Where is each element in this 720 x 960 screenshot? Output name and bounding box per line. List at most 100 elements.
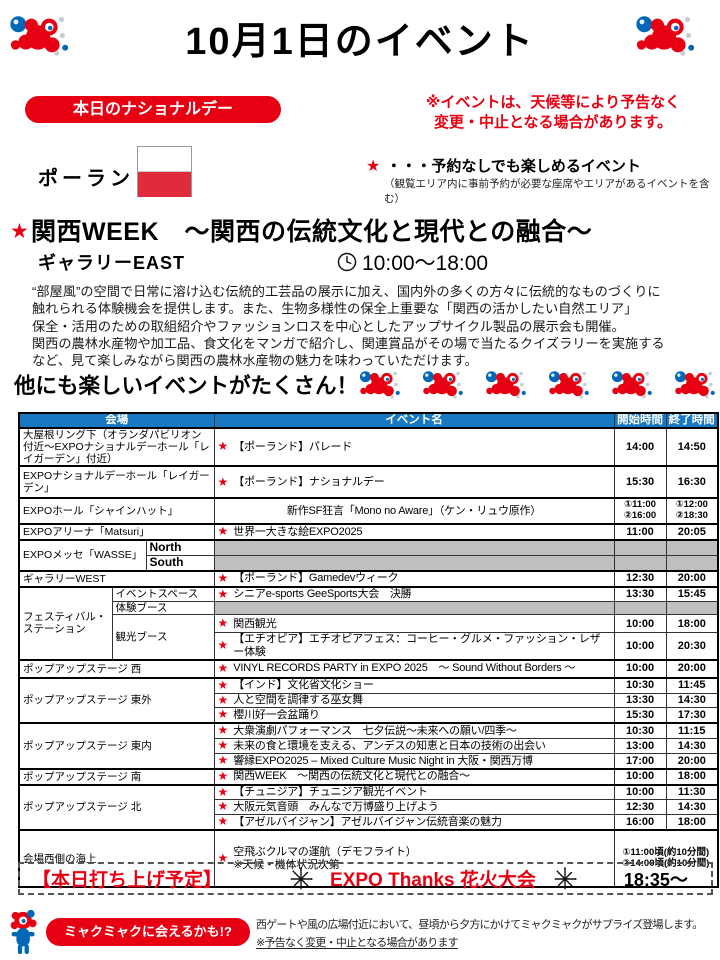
star-icon: ★ [217,784,229,799]
table-row: ★ 櫻川好一会盆踊り 15:30 17:30 [19,707,719,724]
end-time-cell: 16:30 [665,465,719,499]
myaku-mascot-icon [634,13,694,58]
myaku-mascot-icon [352,369,406,400]
event-cell: ★ 【ポーランド】パレード [213,427,615,467]
table-row: フェスティバル・ステーション イベントスペース ★ シニアe-sports Gee… [18,585,719,661]
myaku-mascot-icon [667,369,720,400]
start-time-cell: 10:00 [613,614,667,634]
end-time-cell: ①12:00 ②18:30 [665,497,719,525]
poland-flag [137,146,192,197]
empty-cell [665,601,719,616]
table-row: ポップアップステージ 東内 ★ 大衆演劇パフォーマンス 七夕伝説～未来への願い/四… [18,722,719,770]
start-time-cell: 13:00 [613,737,667,754]
star-icon: ★ [217,768,229,783]
start-time-cell: 16:00 [613,814,667,831]
star-icon: ★ [217,660,229,675]
fireworks-banner: 【本日打ち上げ予定】 EXPO Thanks 花火大会 18:35～ [18,862,713,895]
table-row: 体験ブース [19,601,719,616]
start-time-cell: 12:30 [613,799,667,816]
mascot-info-text: 西ゲートや風の広場付近において、昼頃から夕方にかけてミャクミャクがサプライズ登場… [256,916,718,952]
empty-cell [213,601,615,616]
empty-cell [213,539,615,557]
myaku-mascot-figure [6,908,46,956]
end-time-cell: 20:00 [665,752,719,770]
venue-cell: EXPOホール「シャインハット」 [18,497,215,525]
end-time-cell: 14:30 [665,799,719,816]
event-cell: ★ 世界一大きな絵EXPO2025 [213,523,615,541]
venue-sub-cell: South [145,554,215,572]
table-header-row: 会場 イベント名 開始時間 終了時間 [18,412,719,429]
venue-cell: 会場西側の海上 [18,829,215,888]
end-time-cell: 20:30 [665,632,719,661]
table-row: EXPOナショナルデーホール「レイガーデン」 ★ 【ポーランド】ナショナルデー 1… [18,465,719,499]
table-row: ★ 大阪元気音頭 みんなで万博盛り上げよう 12:30 14:30 [19,799,719,816]
venue-sub-cell: 観光ブース [111,614,215,661]
myaku-mascot-icon [541,369,595,400]
event-cell: ★ 空飛ぶクルマの運航（デモフライト） ※天候・機体状況次第 [213,829,615,888]
end-time-cell: 18:00 [665,614,719,634]
start-time-cell: 10:30 [613,676,667,694]
event-cell: ★ 【アゼルバイジャン】アゼルバイジャン伝統音楽の魅力 [213,814,615,831]
end-time-cell: 18:00 [665,767,719,786]
venue-sub-cell: 体験ブース [111,601,215,616]
country-name: ポーランド [38,168,158,190]
main-event-description: “部屋風”の空間で日常に溶け込む伝統的工芸品の展示に加え、国内外の多くの方々に伝… [32,284,665,369]
star-icon: ★ [217,814,229,829]
event-cell: ★ 関西観光 [213,614,615,634]
event-cell: ★ VINYL RECORDS PARTY in EXPO 2025 ～ Soun… [213,658,615,679]
event-cell: ★ 【ポーランド】Gamedevウィーク [213,569,615,588]
start-time-cell: ①11:00 ②16:00 [613,497,667,525]
event-cell: ★ 【エチオピア】エチオピアフェス：コーヒー・グルメ・ファッション・レザー体験 [213,632,615,661]
end-time-cell: 11:30 [665,783,719,801]
header-venue: 会場 [18,412,215,429]
venue-cell: フェスティバル・ステーション [18,585,113,661]
national-day-badge: 本日のナショナルデー [25,96,281,123]
main-event-title: 関西WEEK ～関西の伝統文化と現代との融合～ [31,218,593,246]
table-row: EXPOメッセ「WASSE」 North [18,539,719,572]
header-event: イベント名 [213,412,615,429]
star-legend: ★ ・・・予約なしでも楽しめるイベント [366,155,641,176]
venue-cell: ポップアップステージ 北 [18,783,215,831]
start-time-cell: 13:30 [613,692,667,709]
empty-cell [613,554,667,572]
end-time-cell: 14:30 [665,692,719,709]
more-events-heading: 他にも楽しいイベントがたくさん！ [14,374,359,398]
start-time-cell: 10:00 [613,767,667,786]
end-time-cell: 17:30 [665,707,719,724]
start-time-cell: 15:30 [613,707,667,724]
fireworks-icon [288,866,314,892]
weather-notice: ※イベントは、天候等により予告なく 変更・中止となる場合があります。 [425,94,681,131]
venue-cell: ポップアップステージ 南 [18,767,215,786]
event-table: 会場 イベント名 開始時間 終了時間 大屋根リング下（オランダパビリオン付近～E… [18,412,720,889]
event-cell: ★ シニアe-sports GeeSports大会 決勝 [213,585,615,603]
event-cell: ★ 響縁EXPO2025 – Mixed Culture Music Night … [213,752,615,770]
myaku-mascot-icon [478,369,532,400]
star-icon: ★ [217,693,229,707]
star-icon: ★ [217,738,229,753]
table-row: ポップアップステージ 南 ★ 関西WEEK ～関西の伝統文化と現代との融合～ 10… [18,767,719,786]
event-cell: 新作SF狂言「Mono no Aware」（ケン・リュウ原作） [213,497,615,525]
star-icon: ★ [217,439,229,454]
empty-cell [665,539,719,557]
page-title: 10月1日のイベント [185,21,535,63]
event-cell: ★ 大阪元気音頭 みんなで万博盛り上げよう [213,799,615,816]
end-time-cell: 20:00 [665,658,719,679]
venue-cell: EXPOアリーナ「Matsuri」 [18,523,215,541]
end-time-cell: 14:50 [665,427,719,467]
event-cell: ★ 人と空間を調律する巫女舞 [213,692,615,709]
main-event-time-text: 10:00～18:00 [362,252,489,275]
venue-cell: EXPOメッセ「WASSE」 [18,539,147,572]
mascot-meet-badge: ミャクミャクに会えるかも!? [46,918,250,946]
star-icon: ★ [10,220,29,243]
end-time-cell: 18:00 [665,814,719,831]
event-cell: ★ 【チュニジア】チュニジア観光イベント [213,783,615,801]
star-icon: ★ [217,616,229,631]
table-row: ポップアップステージ 東外 ★ 【インド】文化省文化ショー 10:30 11:45 [18,676,719,724]
table-row: 観光ブース ★ 関西観光 10:00 18:00 [19,614,719,661]
table-row: ★ 【エチオピア】エチオピアフェス：コーヒー・グルメ・ファッション・レザー体験 1… [19,632,719,661]
event-cell: ★ 大衆演劇パフォーマンス 七夕伝説～未来への願い/四季～ [213,722,615,739]
table-row: 大屋根リング下（オランダパビリオン付近～EXPOナショナルデーホール「レイガーデ… [18,427,719,467]
empty-cell [613,539,667,557]
venue-sub-cell: North [145,539,215,557]
table-row: 会場西側の海上 ★ 空飛ぶクルマの運航（デモフライト） ※天候・機体状況次第 ①1… [18,829,719,888]
